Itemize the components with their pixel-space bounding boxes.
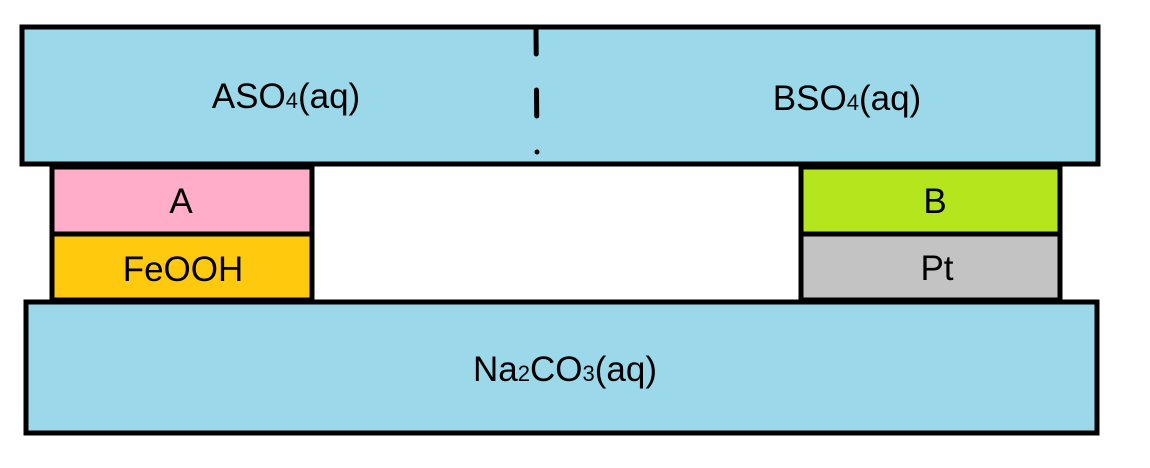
dashed-separator xyxy=(533,25,540,155)
pt-layer xyxy=(798,231,1063,303)
na2co3-label: Na2CO3(aq) xyxy=(473,350,657,389)
pt-label: Pt xyxy=(920,249,953,288)
bottom-solution-box xyxy=(23,299,1100,436)
top-solution-box xyxy=(19,24,1101,167)
bso4-label: BSO4(aq) xyxy=(773,79,921,118)
feooh-label: FeOOH xyxy=(123,250,244,289)
metal-b-label: B xyxy=(923,182,946,221)
aso4-label: ASO4(aq) xyxy=(212,77,360,116)
metal-a-label: A xyxy=(169,182,193,221)
